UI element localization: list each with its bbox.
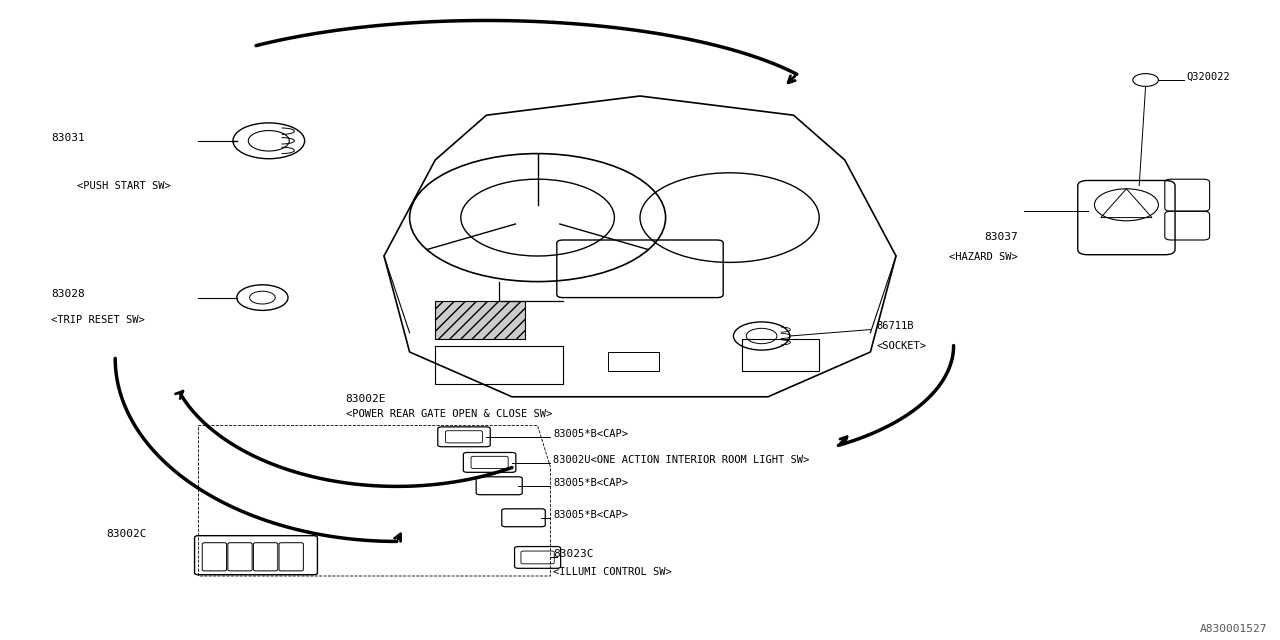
Text: <TRIP RESET SW>: <TRIP RESET SW> (51, 315, 145, 325)
Bar (435, 301, 525, 339)
Bar (608, 352, 659, 371)
Text: A830001527: A830001527 (1199, 623, 1267, 634)
Bar (435, 346, 563, 384)
Text: <ILLUMI CONTROL SW>: <ILLUMI CONTROL SW> (553, 566, 672, 577)
Text: 83005*B<CAP>: 83005*B<CAP> (553, 509, 628, 520)
Text: 83023C: 83023C (553, 549, 594, 559)
Text: 83005*B<CAP>: 83005*B<CAP> (553, 429, 628, 439)
Text: 83002C: 83002C (106, 529, 147, 540)
Text: <HAZARD SW>: <HAZARD SW> (948, 252, 1018, 262)
Text: Q320022: Q320022 (1187, 72, 1230, 82)
Text: 83005*B<CAP>: 83005*B<CAP> (553, 477, 628, 488)
Text: <POWER REAR GATE OPEN & CLOSE SW>: <POWER REAR GATE OPEN & CLOSE SW> (346, 409, 552, 419)
Bar (742, 339, 819, 371)
Text: 86711B: 86711B (877, 321, 914, 332)
Text: <SOCKET>: <SOCKET> (877, 340, 927, 351)
Text: 83031: 83031 (51, 132, 84, 143)
Text: 83002U<ONE ACTION INTERIOR ROOM LIGHT SW>: 83002U<ONE ACTION INTERIOR ROOM LIGHT SW… (553, 454, 809, 465)
Text: <PUSH START SW>: <PUSH START SW> (77, 180, 170, 191)
Text: 83028: 83028 (51, 289, 84, 300)
Text: 83037: 83037 (984, 232, 1018, 242)
Text: 83002E: 83002E (346, 394, 387, 404)
